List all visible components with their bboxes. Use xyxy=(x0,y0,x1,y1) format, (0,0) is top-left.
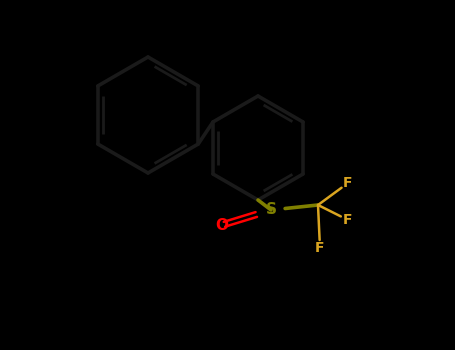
Text: S: S xyxy=(266,203,277,217)
Text: F: F xyxy=(343,213,353,227)
Text: O: O xyxy=(216,217,228,232)
Text: F: F xyxy=(343,176,353,190)
Text: F: F xyxy=(315,241,325,255)
